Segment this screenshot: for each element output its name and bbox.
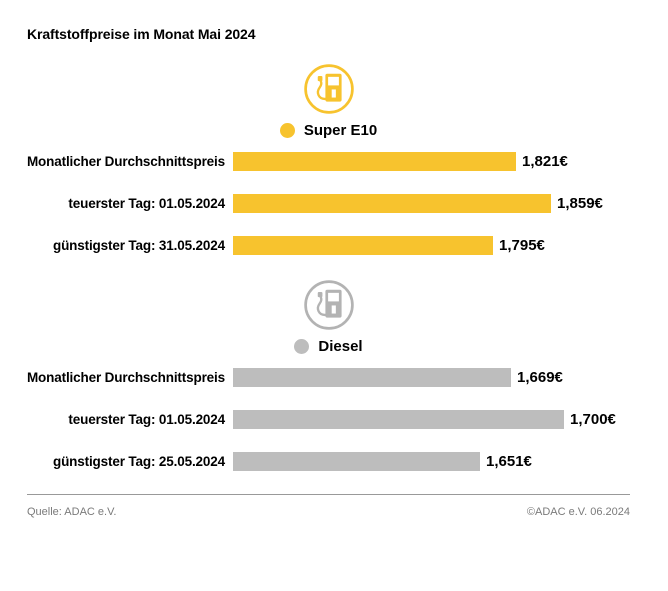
diesel-legend: Diesel bbox=[27, 338, 630, 355]
super-e10-icon-row bbox=[27, 62, 630, 116]
super-e10-legend-dot bbox=[279, 123, 295, 138]
bar-label: günstigster Tag: 25.05.2024 bbox=[52, 454, 225, 469]
row-durchschnittspreis-super: Monatlicher Durchschnittspreis 1,821€ bbox=[27, 152, 630, 171]
bar-value: 1,651€ bbox=[486, 453, 532, 470]
bar-super-teuerster-tag bbox=[233, 194, 551, 213]
bar-label: günstigster Tag: 31.05.2024 bbox=[52, 238, 225, 253]
bar-label: Monatlicher Durchschnittspreis bbox=[26, 154, 225, 169]
row-teuerster-tag-super: teuerster Tag: 01.05.2024 1,859€ bbox=[27, 194, 630, 213]
bar-label: teuerster Tag: 01.05.2024 bbox=[68, 412, 225, 427]
row-durchschnittspreis-diesel: Monatlicher Durchschnittspreis 1,669€ bbox=[27, 368, 630, 387]
super-e10-legend: Super E10 bbox=[27, 122, 630, 139]
bar-label: Monatlicher Durchschnittspreis bbox=[26, 370, 225, 385]
bar-track: 1,795€ bbox=[233, 236, 630, 255]
footer-divider bbox=[27, 494, 630, 495]
bar-track: 1,700€ bbox=[233, 410, 630, 429]
bar-value: 1,795€ bbox=[499, 237, 545, 254]
row-teuerster-tag-diesel: teuerster Tag: 01.05.2024 1,700€ bbox=[27, 410, 630, 429]
bar-diesel-durchschnitt bbox=[233, 368, 511, 387]
bar-track: 1,669€ bbox=[233, 368, 630, 387]
diesel-legend-dot bbox=[294, 339, 310, 354]
row-guenstigster-tag-super: günstigster Tag: 31.05.2024 1,795€ bbox=[27, 236, 630, 255]
bar-label: teuerster Tag: 01.05.2024 bbox=[68, 196, 225, 211]
bar-super-guenstigster-tag bbox=[233, 236, 493, 255]
footer: Quelle: ADAC e.V. ©ADAC e.V. 06.2024 bbox=[27, 494, 630, 518]
fuel-pump-icon bbox=[303, 280, 354, 330]
row-guenstigster-tag-diesel: günstigster Tag: 25.05.2024 1,651€ bbox=[27, 452, 630, 471]
fuel-pump-icon bbox=[303, 64, 354, 114]
bar-value: 1,859€ bbox=[557, 195, 603, 212]
bar-diesel-teuerster-tag bbox=[233, 410, 564, 429]
bar-value: 1,821€ bbox=[522, 153, 568, 170]
super-e10-bars: Monatlicher Durchschnittspreis 1,821€ te… bbox=[27, 152, 630, 255]
diesel-bars: Monatlicher Durchschnittspreis 1,669€ te… bbox=[27, 368, 630, 471]
bar-track: 1,859€ bbox=[233, 194, 630, 213]
super-e10-legend-label: Super E10 bbox=[303, 122, 378, 139]
diesel-icon-row bbox=[27, 278, 630, 332]
bar-value: 1,669€ bbox=[517, 369, 563, 386]
source-note: Quelle: ADAC e.V. bbox=[27, 506, 117, 518]
copyright-note: ©ADAC e.V. 06.2024 bbox=[526, 506, 630, 518]
bar-super-durchschnitt bbox=[233, 152, 516, 171]
bar-track: 1,821€ bbox=[233, 152, 630, 171]
diesel-legend-label: Diesel bbox=[318, 338, 363, 355]
bar-track: 1,651€ bbox=[233, 452, 630, 471]
bar-value: 1,700€ bbox=[570, 411, 616, 428]
page-title: Kraftstoffpreise im Monat Mai 2024 bbox=[27, 26, 256, 42]
bar-diesel-guenstigster-tag bbox=[233, 452, 480, 471]
